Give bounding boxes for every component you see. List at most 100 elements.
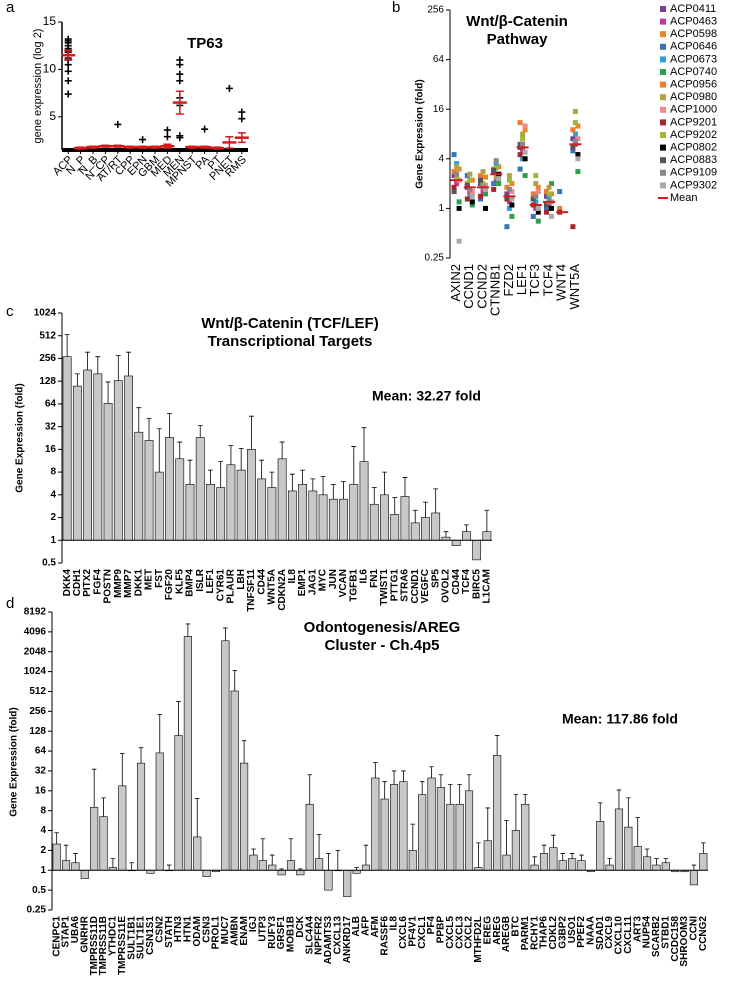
bar xyxy=(483,840,492,871)
y-tick-label: 8 xyxy=(50,467,56,478)
data-point xyxy=(546,184,552,190)
error-bar xyxy=(105,381,111,404)
x-tick-label: DKK1 xyxy=(133,569,144,597)
data-point xyxy=(478,173,483,179)
error-bar xyxy=(410,823,416,851)
bar xyxy=(144,440,154,541)
data-point xyxy=(522,173,528,179)
x-tick-label: CD44 xyxy=(256,569,267,595)
y-tick-label: 0.25 xyxy=(425,253,445,264)
x-tick-label: SHROOM3 xyxy=(679,916,690,967)
x-tick-label: JUN xyxy=(328,569,339,589)
x-tick-label: DKK4 xyxy=(62,569,73,597)
x-tick-label: CSN1S1 xyxy=(145,916,156,955)
bar xyxy=(390,784,399,871)
data-point xyxy=(454,171,460,177)
data-point xyxy=(478,193,483,199)
bar xyxy=(399,781,408,871)
data-point xyxy=(570,148,576,154)
x-tick-label: IL6 xyxy=(359,569,370,584)
bar xyxy=(206,484,215,541)
error-bar xyxy=(63,844,69,861)
legend-label: ACP9201 xyxy=(670,116,717,128)
bar xyxy=(328,498,338,541)
bar xyxy=(539,853,549,871)
y-tick-label: 5 xyxy=(49,109,56,123)
error-bar xyxy=(129,862,134,871)
x-tick-label: PARM1 xyxy=(520,916,531,951)
x-tick-label: GNRHR xyxy=(79,915,90,952)
data-point xyxy=(491,167,497,173)
x-tick-label: RUFY3 xyxy=(267,916,278,949)
error-bar xyxy=(74,373,80,387)
data-point xyxy=(575,156,581,162)
data-point xyxy=(506,199,512,205)
data-point xyxy=(530,213,536,219)
bar xyxy=(80,869,89,879)
bar xyxy=(410,522,420,541)
bar xyxy=(305,803,314,871)
bar xyxy=(699,853,708,871)
y-tick-label: 0.5 xyxy=(32,885,46,896)
bar xyxy=(359,461,369,541)
bar xyxy=(427,777,436,871)
y-tick-label: 8192 xyxy=(24,607,47,618)
data-point xyxy=(572,109,578,115)
x-tick-label: NAAA xyxy=(585,916,596,945)
data-point xyxy=(549,213,554,219)
bar xyxy=(202,869,211,877)
error-bar xyxy=(419,781,425,795)
y-tick-label: 16 xyxy=(433,104,445,115)
data-point xyxy=(509,181,515,187)
x-tick-label: FGF20 xyxy=(164,569,175,601)
x-tick-label: CXCL1 xyxy=(417,916,428,949)
error-bar xyxy=(463,524,469,532)
error-bar xyxy=(207,469,213,485)
error-bar xyxy=(195,798,200,837)
error-bar xyxy=(504,819,509,856)
data-point xyxy=(506,186,512,192)
data-point xyxy=(464,196,470,202)
x-tick-label: ALB xyxy=(351,916,362,937)
data-point xyxy=(509,202,515,208)
data-point xyxy=(575,123,581,129)
bar xyxy=(502,854,511,871)
x-tick-label: STBD1 xyxy=(660,916,671,949)
x-tick-label: ENAM xyxy=(239,916,250,945)
data-point xyxy=(535,209,541,215)
error-bar xyxy=(269,854,275,866)
legend-swatch xyxy=(660,132,666,138)
legend-label: ACP9302 xyxy=(670,179,717,191)
error-bar xyxy=(663,858,669,863)
error-bar xyxy=(438,774,444,788)
bar xyxy=(113,380,123,541)
data-point xyxy=(546,191,552,197)
data-point xyxy=(570,144,576,150)
x-tick-label: TCF3 xyxy=(527,264,542,297)
data-point xyxy=(64,67,72,75)
y-tick-label: 512 xyxy=(29,686,46,697)
bar xyxy=(343,869,352,897)
data-point xyxy=(535,189,541,195)
data-point xyxy=(522,127,528,133)
x-tick-label: STRA6 xyxy=(400,569,411,602)
bar xyxy=(185,484,195,541)
bar xyxy=(134,431,144,541)
bar xyxy=(258,860,267,871)
legend-swatch xyxy=(660,18,666,25)
data-point xyxy=(535,218,541,224)
legend-swatch xyxy=(660,94,666,101)
x-tick-label: SP5 xyxy=(430,569,441,588)
bar xyxy=(154,471,164,541)
x-tick-label: CXCL2 xyxy=(464,916,475,949)
bar xyxy=(549,847,558,871)
error-bar xyxy=(167,412,172,438)
bar xyxy=(400,496,410,541)
x-tick-label: MMP7 xyxy=(123,569,134,598)
data-point xyxy=(535,205,541,211)
error-bar xyxy=(157,714,163,753)
error-bar xyxy=(485,807,491,841)
x-tick-label: TCF4 xyxy=(540,264,555,297)
data-point xyxy=(467,186,473,192)
error-bar xyxy=(626,797,631,828)
